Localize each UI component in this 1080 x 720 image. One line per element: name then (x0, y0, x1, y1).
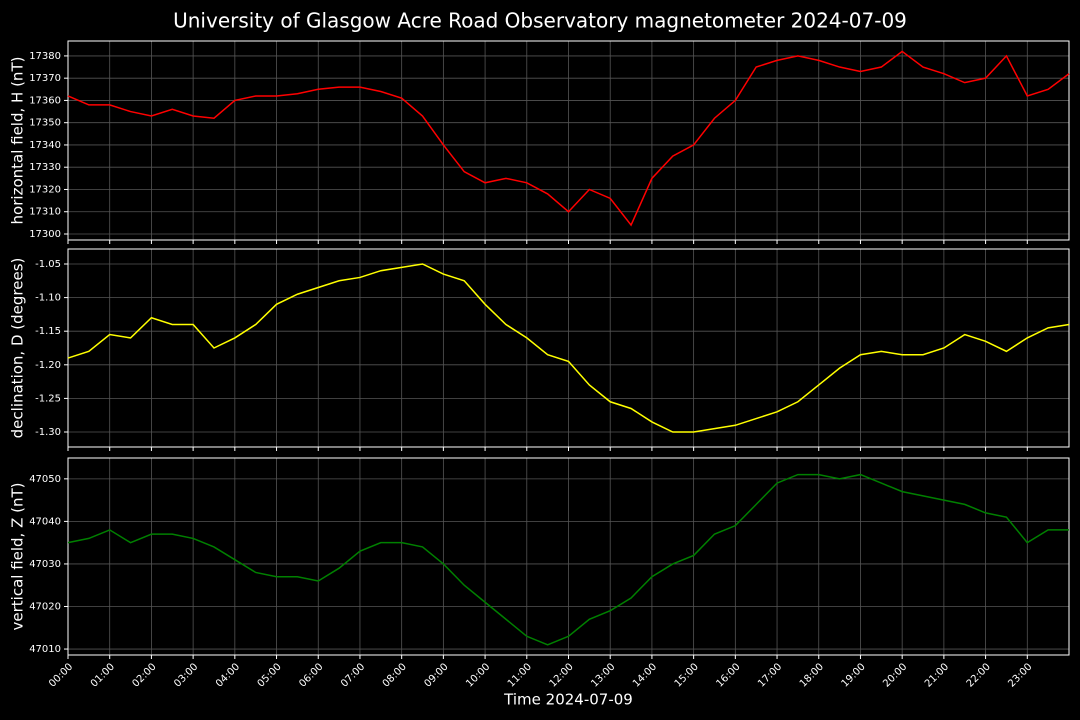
plot-frame (67, 457, 1070, 656)
x-axis-label: Time 2024-07-09 (503, 691, 633, 709)
y-tick-label: 47010 (29, 644, 61, 655)
data-line (67, 263, 1070, 433)
plot-frame (67, 248, 1070, 448)
plot-frame (67, 40, 1070, 241)
y-tick-label: -1.05 (35, 259, 61, 270)
y-tick-label: -1.20 (35, 360, 61, 371)
y-tick-label: 17320 (29, 184, 61, 195)
y-tick-label: 17300 (29, 229, 61, 240)
y-tick-label: 17330 (29, 162, 61, 173)
y-tick-label: 47040 (29, 516, 61, 527)
y-tick-label: 17380 (29, 51, 61, 62)
y-tick-label: 17350 (29, 118, 61, 129)
y-tick-label: -1.30 (35, 427, 61, 438)
figure-title: University of Glasgow Acre Road Observat… (173, 9, 907, 33)
y-tick-label: 47050 (29, 474, 61, 485)
y-tick-label: 17370 (29, 73, 61, 84)
data-line (67, 473, 1069, 646)
y-axis-label: declination, D (degrees) (9, 258, 27, 439)
y-tick-label: 47030 (29, 559, 61, 570)
y-tick-label: 17310 (29, 207, 61, 218)
data-line (67, 50, 1070, 227)
y-axis-label: vertical field, Z (nT) (9, 482, 27, 630)
y-tick-label: 17340 (29, 140, 61, 151)
y-axis-label: horizontal field, H (nT) (9, 57, 27, 225)
y-tick-label: 47020 (29, 601, 61, 612)
y-tick-label: -1.15 (35, 326, 61, 337)
y-tick-label: 17360 (29, 95, 61, 106)
y-tick-label: -1.10 (35, 293, 61, 304)
y-tick-label: -1.25 (35, 393, 61, 404)
